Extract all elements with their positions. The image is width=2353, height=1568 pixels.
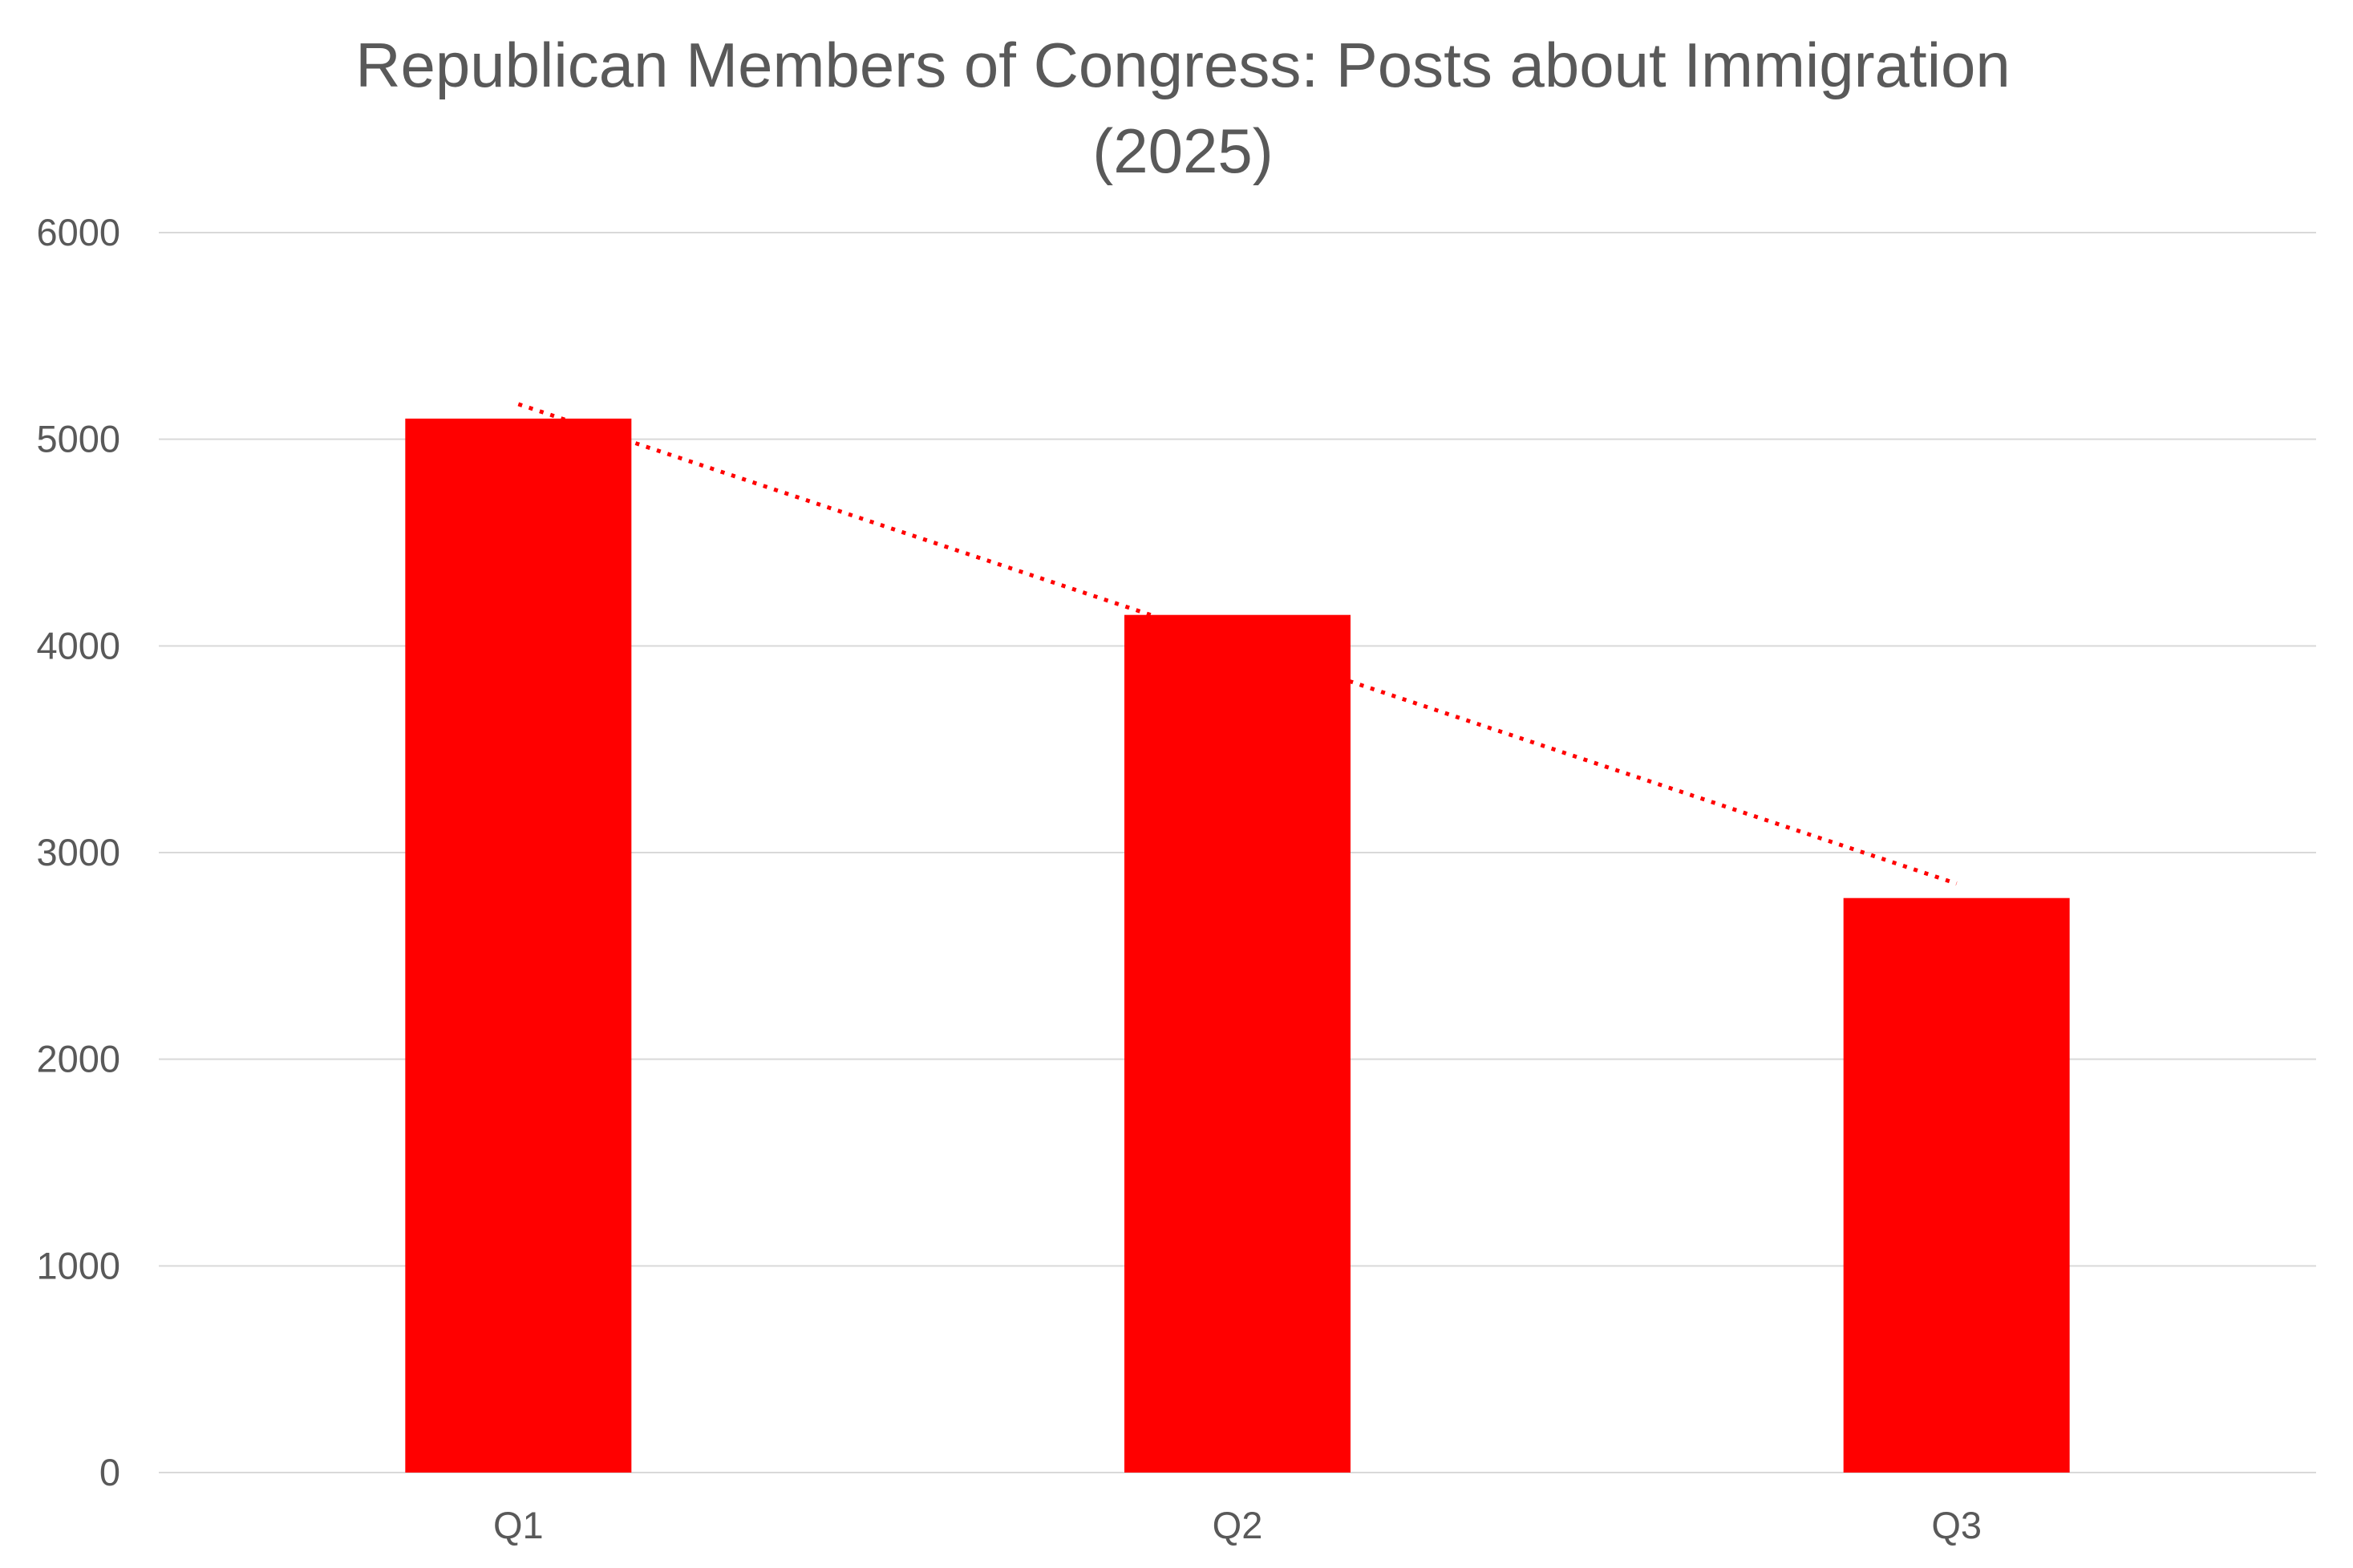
bar-q2 (1124, 614, 1351, 1473)
x-axis-tick-labels: Q1 Q2 Q3 (493, 1504, 1982, 1546)
y-tick-label: 1000 (36, 1244, 120, 1286)
y-tick-label: 6000 (36, 211, 120, 253)
y-tick-label: 0 (99, 1451, 120, 1493)
bars (405, 418, 2070, 1473)
y-tick-label: 3000 (36, 831, 120, 873)
y-tick-label: 5000 (36, 418, 120, 460)
chart-title: Republican Members of Congress: Posts ab… (355, 30, 2011, 100)
y-axis-tick-labels: 0 1000 2000 3000 4000 5000 6000 (36, 211, 120, 1493)
y-tick-label: 4000 (36, 624, 120, 667)
x-tick-label: Q2 (1213, 1504, 1263, 1546)
bar-q3 (1843, 897, 2070, 1473)
x-tick-label: Q3 (1931, 1504, 1982, 1546)
y-tick-label: 2000 (36, 1038, 120, 1080)
chart-subtitle: (2025) (1092, 115, 1273, 186)
x-tick-label: Q1 (493, 1504, 544, 1546)
bar-q1 (405, 418, 632, 1473)
